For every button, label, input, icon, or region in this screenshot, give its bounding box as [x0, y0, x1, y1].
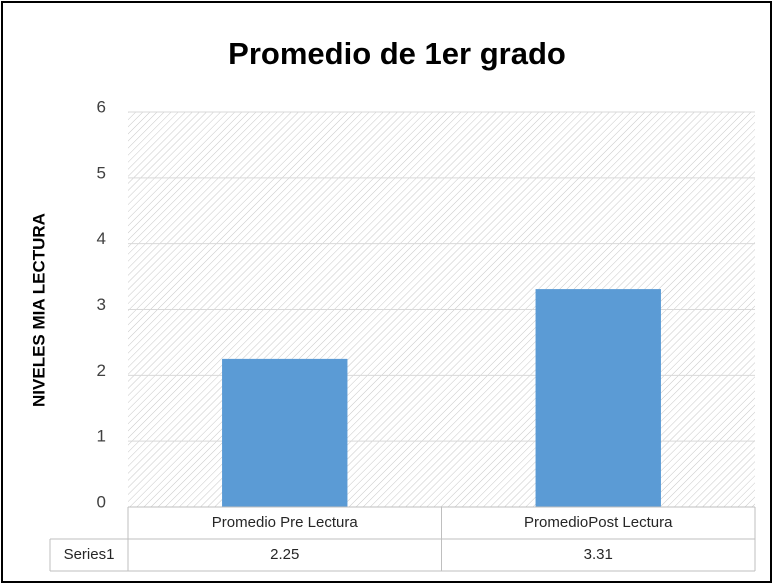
- x-tick-label: PromedioPost Lectura: [524, 514, 673, 531]
- y-axis-label: NIVELES MIA LECTURA: [29, 213, 48, 407]
- bar: [222, 358, 348, 507]
- bar: [535, 289, 661, 507]
- legend-entry: Series1: [64, 546, 115, 563]
- y-tick-label: 1: [97, 427, 106, 446]
- y-tick-label: 0: [97, 492, 106, 511]
- table-value: 2.25: [270, 546, 299, 563]
- y-tick-label: 5: [97, 163, 106, 182]
- y-tick-label: 4: [97, 229, 106, 248]
- chart-title: Promedio de 1er grado: [228, 36, 566, 71]
- y-tick-label: 6: [97, 97, 106, 116]
- y-tick-label: 2: [97, 361, 106, 380]
- table-value: 3.31: [584, 546, 613, 563]
- x-tick-label: Promedio Pre Lectura: [212, 514, 359, 531]
- y-tick-label: 3: [97, 295, 106, 314]
